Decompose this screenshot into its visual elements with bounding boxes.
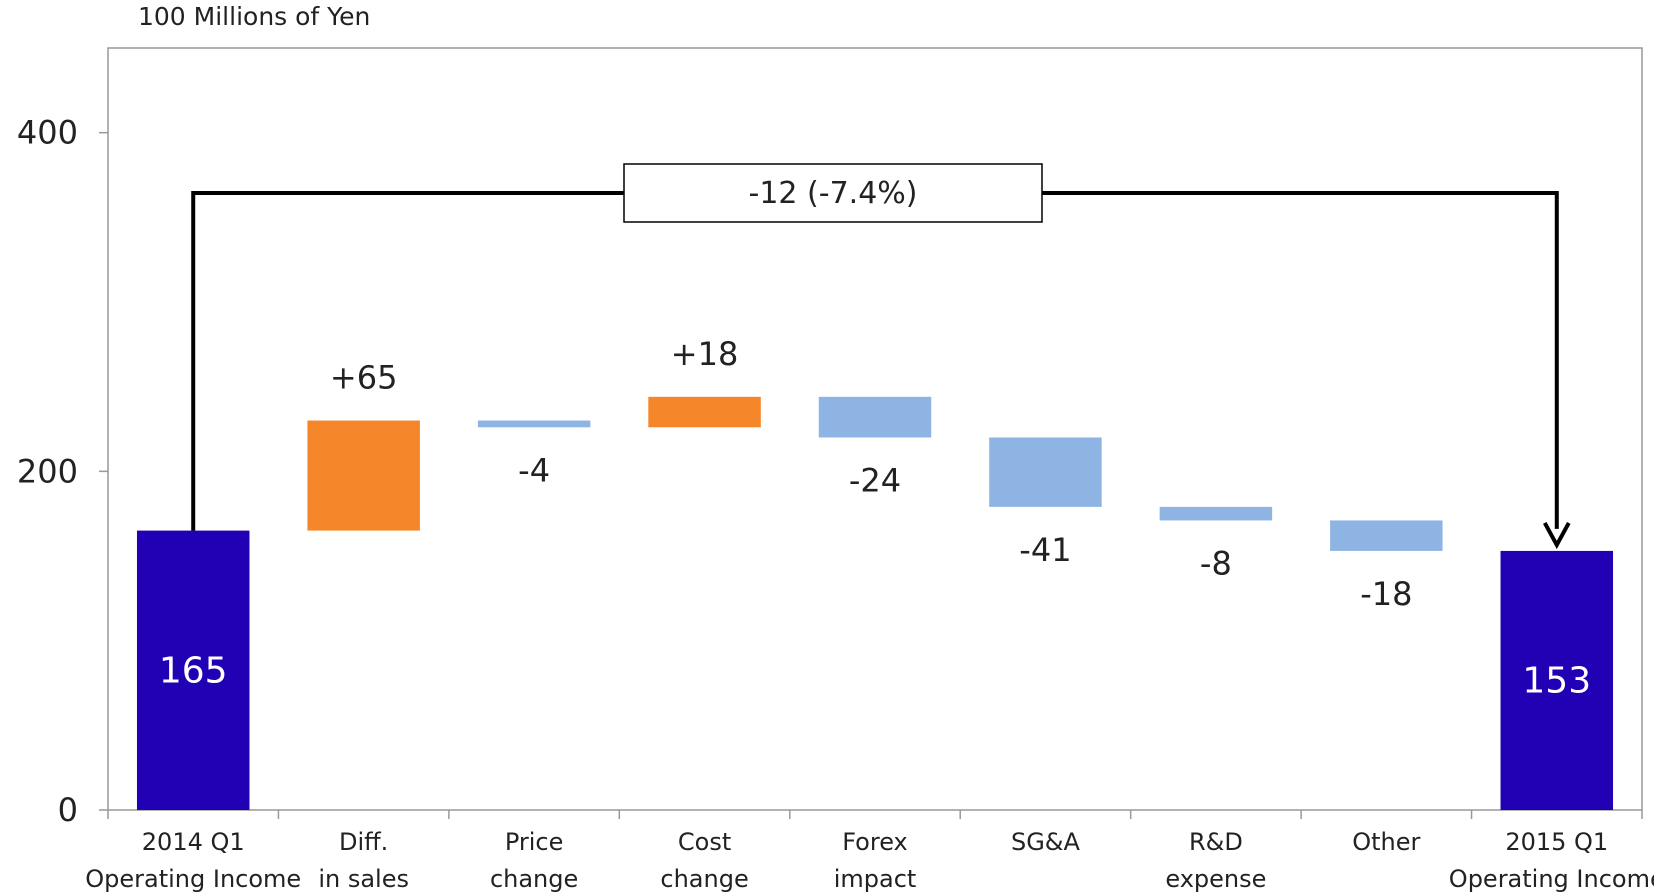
total-bar [136, 530, 250, 810]
x-category-label: 2015 Q1 [1505, 828, 1608, 856]
increase-bar [307, 420, 420, 531]
change-bracket-right [1042, 191, 1559, 529]
x-category-label: Operating Income [1449, 865, 1654, 893]
change-bracket-left [191, 191, 624, 531]
y-tick-label: 400 [17, 114, 78, 152]
x-category-label: Other [1352, 828, 1420, 856]
x-category-label: expense [1165, 865, 1266, 893]
bar-value-label: +65 [330, 359, 398, 397]
change-annotation-box [623, 163, 1043, 223]
decrease-bar [989, 437, 1102, 507]
x-category-label: change [660, 865, 748, 893]
bar-value-label: -8 [1200, 544, 1232, 582]
change-annotation-label: -12 (-7.4%) [749, 176, 918, 211]
x-category-label: Cost [678, 828, 731, 856]
total-bar [1500, 550, 1614, 810]
y-tick-label: 0 [58, 791, 78, 829]
decrease-bar [1159, 506, 1273, 521]
x-category-label: SG&A [1011, 828, 1081, 856]
bar-value-label: -41 [1019, 531, 1071, 569]
x-category-label: Operating Income [85, 865, 301, 893]
x-category-label: 2014 Q1 [142, 828, 245, 856]
x-category-label: in sales [318, 865, 409, 893]
increase-bar [648, 396, 761, 428]
bar-value-label: -24 [849, 461, 901, 499]
x-category-label: Price [505, 828, 564, 856]
bar-value-label: +18 [671, 335, 739, 373]
unit-label: 100 Millions of Yen [138, 2, 371, 31]
x-category-label: impact [834, 865, 917, 893]
bar-value-label: 165 [159, 650, 228, 691]
decrease-bar [477, 420, 591, 428]
bar-value-label: 153 [1522, 660, 1591, 701]
bar-value-label: -4 [518, 451, 550, 489]
x-category-label: change [490, 865, 578, 893]
decrease-bar [1330, 520, 1443, 551]
x-category-label: Diff. [339, 828, 388, 856]
bar-value-label: -18 [1360, 575, 1412, 613]
arrow-head-icon [1543, 521, 1571, 550]
decrease-bar [818, 396, 932, 438]
x-category-label: Forex [842, 828, 908, 856]
x-category-label: R&D [1189, 828, 1243, 856]
y-tick-label: 200 [17, 452, 78, 490]
